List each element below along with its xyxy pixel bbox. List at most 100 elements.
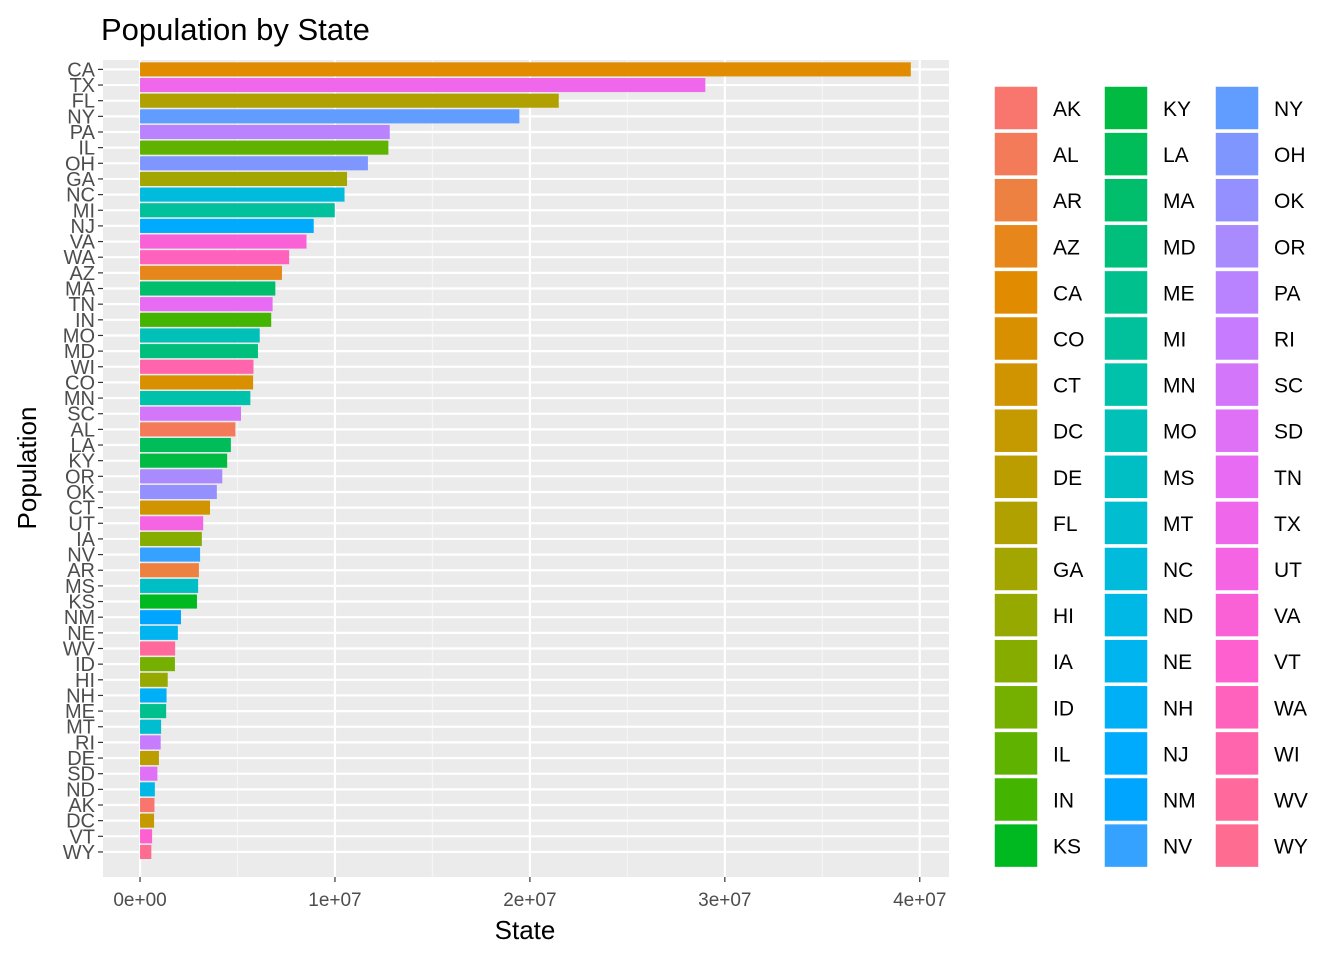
legend-key-ne [1103,638,1149,684]
bar-nd [140,782,155,797]
legend-key-nd [1103,592,1149,638]
legend-key-ri [1214,315,1260,362]
bar-mo [140,328,260,343]
y-tick-label: IA [76,529,96,551]
bar-ar [140,563,199,578]
legend-key-tn [1214,454,1260,500]
bar-nv [140,547,201,562]
legend-key-nh [1103,684,1149,731]
legend-label: SD [1274,421,1303,444]
bar-va [140,234,307,249]
legend-label: RI [1274,329,1295,352]
legend-key-ar [993,177,1039,223]
bar-ga [140,171,348,186]
legend-label: MD [1163,236,1196,259]
x-tick-label: 3e+07 [698,890,751,911]
legend-key-ma [1103,177,1149,223]
bar-nj [140,218,314,233]
bar-mt [140,719,162,734]
bar-ne [140,625,178,640]
legend-label: NV [1163,836,1192,859]
legend-label: MA [1163,190,1195,213]
y-tick-label: CO [65,372,95,394]
legend-label: IN [1053,790,1074,813]
y-tick-label: MN [64,388,95,410]
legend-key-wi [1214,730,1260,777]
legend-key-ut [1214,546,1260,592]
bar-al [140,422,236,437]
legend-key-mn [1103,361,1149,408]
legend-label: OH [1274,144,1306,167]
legend-label: DE [1053,467,1082,490]
legend-key-mo [1103,407,1149,454]
legend-label: PA [1274,282,1300,305]
legend-label: MO [1163,421,1197,444]
legend-key-ks [993,822,1039,869]
y-tick-label: NE [67,623,95,645]
legend-label: KY [1163,98,1191,121]
legend-label: AZ [1053,236,1080,259]
bar-pa [140,124,390,140]
legend-label: LA [1163,144,1189,167]
bar-nh [140,688,167,703]
legend-key-oh [1214,131,1260,177]
legend-label: WV [1274,790,1308,813]
bar-vt [140,829,153,844]
legend-label: OK [1274,190,1304,213]
legend-label: WY [1274,836,1308,859]
y-tick-label: AL [71,419,95,441]
legend-key-ca [993,269,1039,316]
x-axis: 0e+00 1e+07 2e+07 3e+07 4e+07 [113,877,946,911]
y-tick-label: KY [68,451,95,473]
y-axis-title: Population [12,407,42,530]
y-tick-label: SC [67,404,95,426]
legend-label: CO [1053,329,1085,352]
y-tick-label: OH [65,153,95,175]
legend-label: WI [1274,743,1300,766]
legend-label: MT [1163,513,1193,536]
legend-key-tx [1214,500,1260,546]
legend-key-ny [1214,85,1260,131]
bar-ma [140,281,276,296]
legend-key-in [993,776,1039,823]
legend-label: HI [1053,605,1074,628]
legend-key-ia [993,638,1039,684]
bar-ut [140,516,204,531]
legend-label: IA [1053,651,1073,674]
bar-ia [140,531,202,546]
legend-label: FL [1053,513,1078,536]
bar-in [140,312,272,327]
y-tick-label: TN [68,294,95,316]
bar-il [140,140,389,155]
y-tick-label: NV [67,545,95,567]
legend-key-vt [1214,638,1260,684]
y-tick-label: RI [75,732,95,754]
bar-oh [140,156,368,171]
y-tick-label: WI [71,357,95,379]
bar-nc [140,187,345,202]
bar-ny [140,109,520,124]
legend-label: UT [1274,559,1302,582]
y-tick-label: MD [64,341,95,363]
y-tick-label: WY [63,842,95,864]
legend-key-mi [1103,315,1149,362]
y-tick-label: AR [67,560,95,582]
legend-label: TX [1274,513,1301,536]
bar-ca [140,62,911,77]
legend-key-md [1103,223,1149,270]
y-tick-label: WV [63,638,96,660]
bar-mn [140,391,251,406]
y-tick-label: WA [64,247,96,269]
bar-la [140,437,231,453]
bar-ak [140,797,155,813]
y-tick-label: ND [66,779,95,801]
legend-label: ME [1163,282,1195,305]
x-tick-label: 4e+07 [893,890,946,911]
legend-key-wv [1214,776,1260,823]
y-tick-label: GA [66,169,96,191]
legend-key-sc [1214,361,1260,408]
legend-key-nc [1103,546,1149,592]
y-tick-label: VA [70,232,96,254]
x-tick-label: 0e+00 [113,890,166,911]
legend-label: WA [1274,697,1307,720]
